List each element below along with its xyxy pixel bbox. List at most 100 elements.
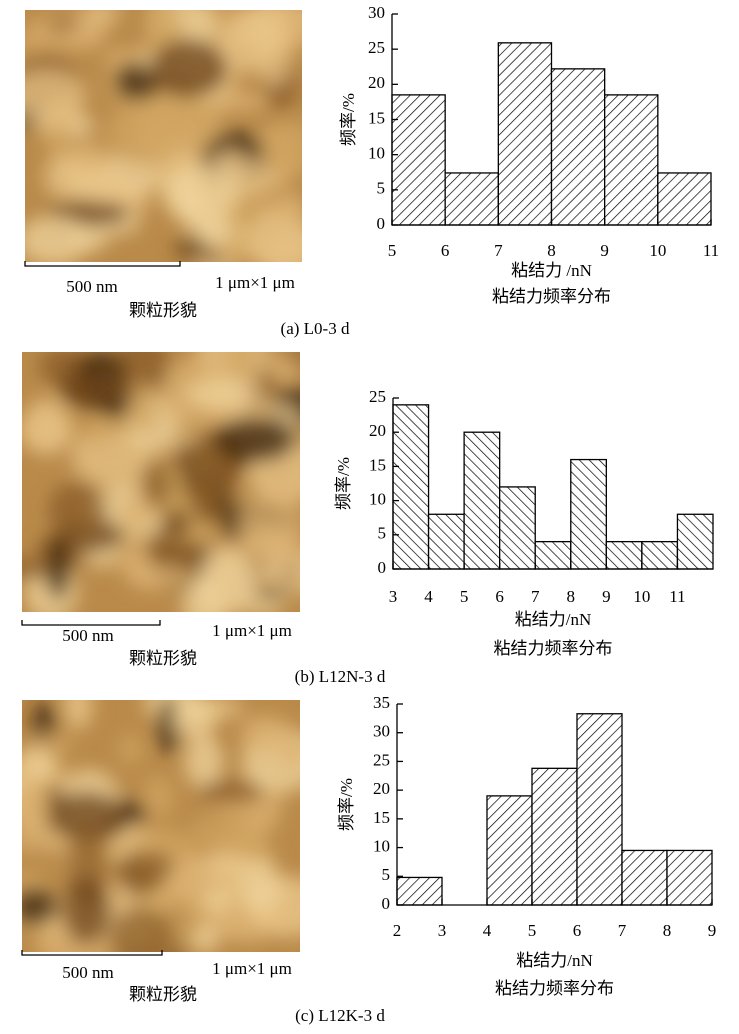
image-blob: [22, 398, 71, 456]
y-tick-label: 0: [377, 214, 386, 233]
image-blob: [61, 877, 111, 945]
image-blob: [239, 714, 291, 753]
image-blob: [108, 906, 173, 952]
image-blob: [213, 416, 297, 463]
scale-bar-label: 500 nm: [62, 626, 113, 645]
bar: [497, 42, 553, 226]
x-tick-label: 10: [649, 241, 666, 260]
bar: [621, 849, 668, 906]
bar: [604, 94, 659, 226]
y-tick-label: 0: [378, 558, 387, 577]
y-tick-label: 20: [369, 421, 386, 440]
image-texture: [22, 352, 300, 612]
image-blob: [237, 859, 282, 913]
image-blob: [64, 700, 92, 729]
scale-bar: [24, 261, 181, 267]
bar: [499, 486, 536, 570]
size-label: 1 μm×1 μm: [215, 273, 295, 292]
bar: [576, 713, 623, 906]
image-blob: [192, 926, 220, 952]
y-tick-label: 20: [368, 73, 385, 92]
image-blob: [25, 215, 90, 262]
image-blob: [173, 181, 205, 218]
x-tick-label: 9: [602, 587, 611, 606]
image-texture: [22, 700, 300, 952]
y-tick-label: 15: [369, 455, 386, 474]
bar: [392, 404, 430, 570]
image-blob: [81, 10, 121, 25]
y-axis-label: 频率/%: [337, 778, 356, 831]
chart-title: 粘结力频率分布: [492, 287, 611, 306]
y-tick-label: 25: [373, 750, 390, 769]
image-blob: [22, 887, 59, 926]
size-label: 1 μm×1 μm: [212, 959, 292, 978]
x-tick-label: 3: [389, 587, 398, 606]
afm-image: [22, 352, 300, 612]
x-tick-label: 8: [567, 587, 576, 606]
x-axis-label: 粘结力/nN: [515, 610, 592, 629]
y-tick-label: 5: [378, 524, 387, 543]
x-tick-label: 9: [600, 241, 609, 260]
scale-bar-label: 500 nm: [62, 963, 113, 982]
chart-title: 粘结力频率分布: [495, 979, 614, 998]
image-blob: [171, 700, 218, 739]
image-blob: [149, 38, 228, 99]
bar: [570, 458, 607, 570]
bar: [463, 431, 501, 570]
image-blob: [45, 536, 71, 601]
image-blob: [198, 779, 265, 804]
image-blob: [183, 379, 262, 408]
bar: [657, 172, 712, 226]
image-blob: [198, 213, 230, 249]
image-blob: [271, 192, 302, 225]
image-blob: [34, 732, 73, 755]
y-tick-label: 10: [369, 490, 386, 509]
image-blob: [82, 416, 114, 446]
image-blob: [255, 20, 293, 87]
image-blob: [43, 791, 127, 841]
x-tick-label: 5: [388, 241, 397, 260]
bar: [534, 540, 572, 570]
image-blob: [25, 69, 86, 124]
image-label: 颗粒形貌: [129, 985, 197, 1004]
image-blob: [22, 772, 51, 839]
y-tick-label: 30: [373, 722, 390, 741]
y-tick-label: 10: [373, 836, 390, 855]
image-blob: [192, 801, 256, 856]
caption: (c) L12K-3 d: [295, 1006, 385, 1025]
bar: [550, 68, 606, 226]
caption: (b) L12N-3 d: [295, 667, 386, 686]
x-tick-label: 5: [460, 587, 469, 606]
image-blob: [128, 381, 157, 433]
bar: [444, 172, 499, 226]
y-axis-label: 频率/%: [339, 93, 358, 146]
x-tick-label: 4: [483, 921, 492, 940]
x-tick-label: 3: [438, 921, 447, 940]
image-label: 颗粒形貌: [129, 301, 197, 320]
x-tick-label: 11: [703, 241, 719, 260]
bar: [605, 540, 643, 570]
image-blob: [213, 149, 244, 172]
chart-title: 粘结力频率分布: [494, 639, 613, 658]
image-label: 颗粒形貌: [129, 649, 197, 668]
y-tick-label: 25: [369, 387, 386, 406]
x-tick-label: 7: [618, 921, 627, 940]
image-blob: [182, 577, 225, 612]
y-tick-label: 25: [368, 38, 385, 57]
y-tick-label: 5: [377, 179, 386, 198]
image-blob: [184, 734, 224, 789]
y-tick-label: 10: [368, 144, 385, 163]
image-blob: [66, 829, 108, 895]
image-blob: [48, 481, 107, 539]
y-tick-label: 20: [373, 779, 390, 798]
x-tick-label: 7: [531, 587, 540, 606]
scale-bar-label: 500 nm: [66, 277, 117, 296]
image-blob: [262, 548, 300, 596]
x-tick-label: 6: [441, 241, 450, 260]
image-blob: [164, 860, 230, 898]
bar: [641, 540, 679, 570]
y-tick-label: 30: [368, 3, 385, 22]
y-tick-label: 15: [368, 108, 385, 127]
image-blob: [269, 359, 300, 382]
